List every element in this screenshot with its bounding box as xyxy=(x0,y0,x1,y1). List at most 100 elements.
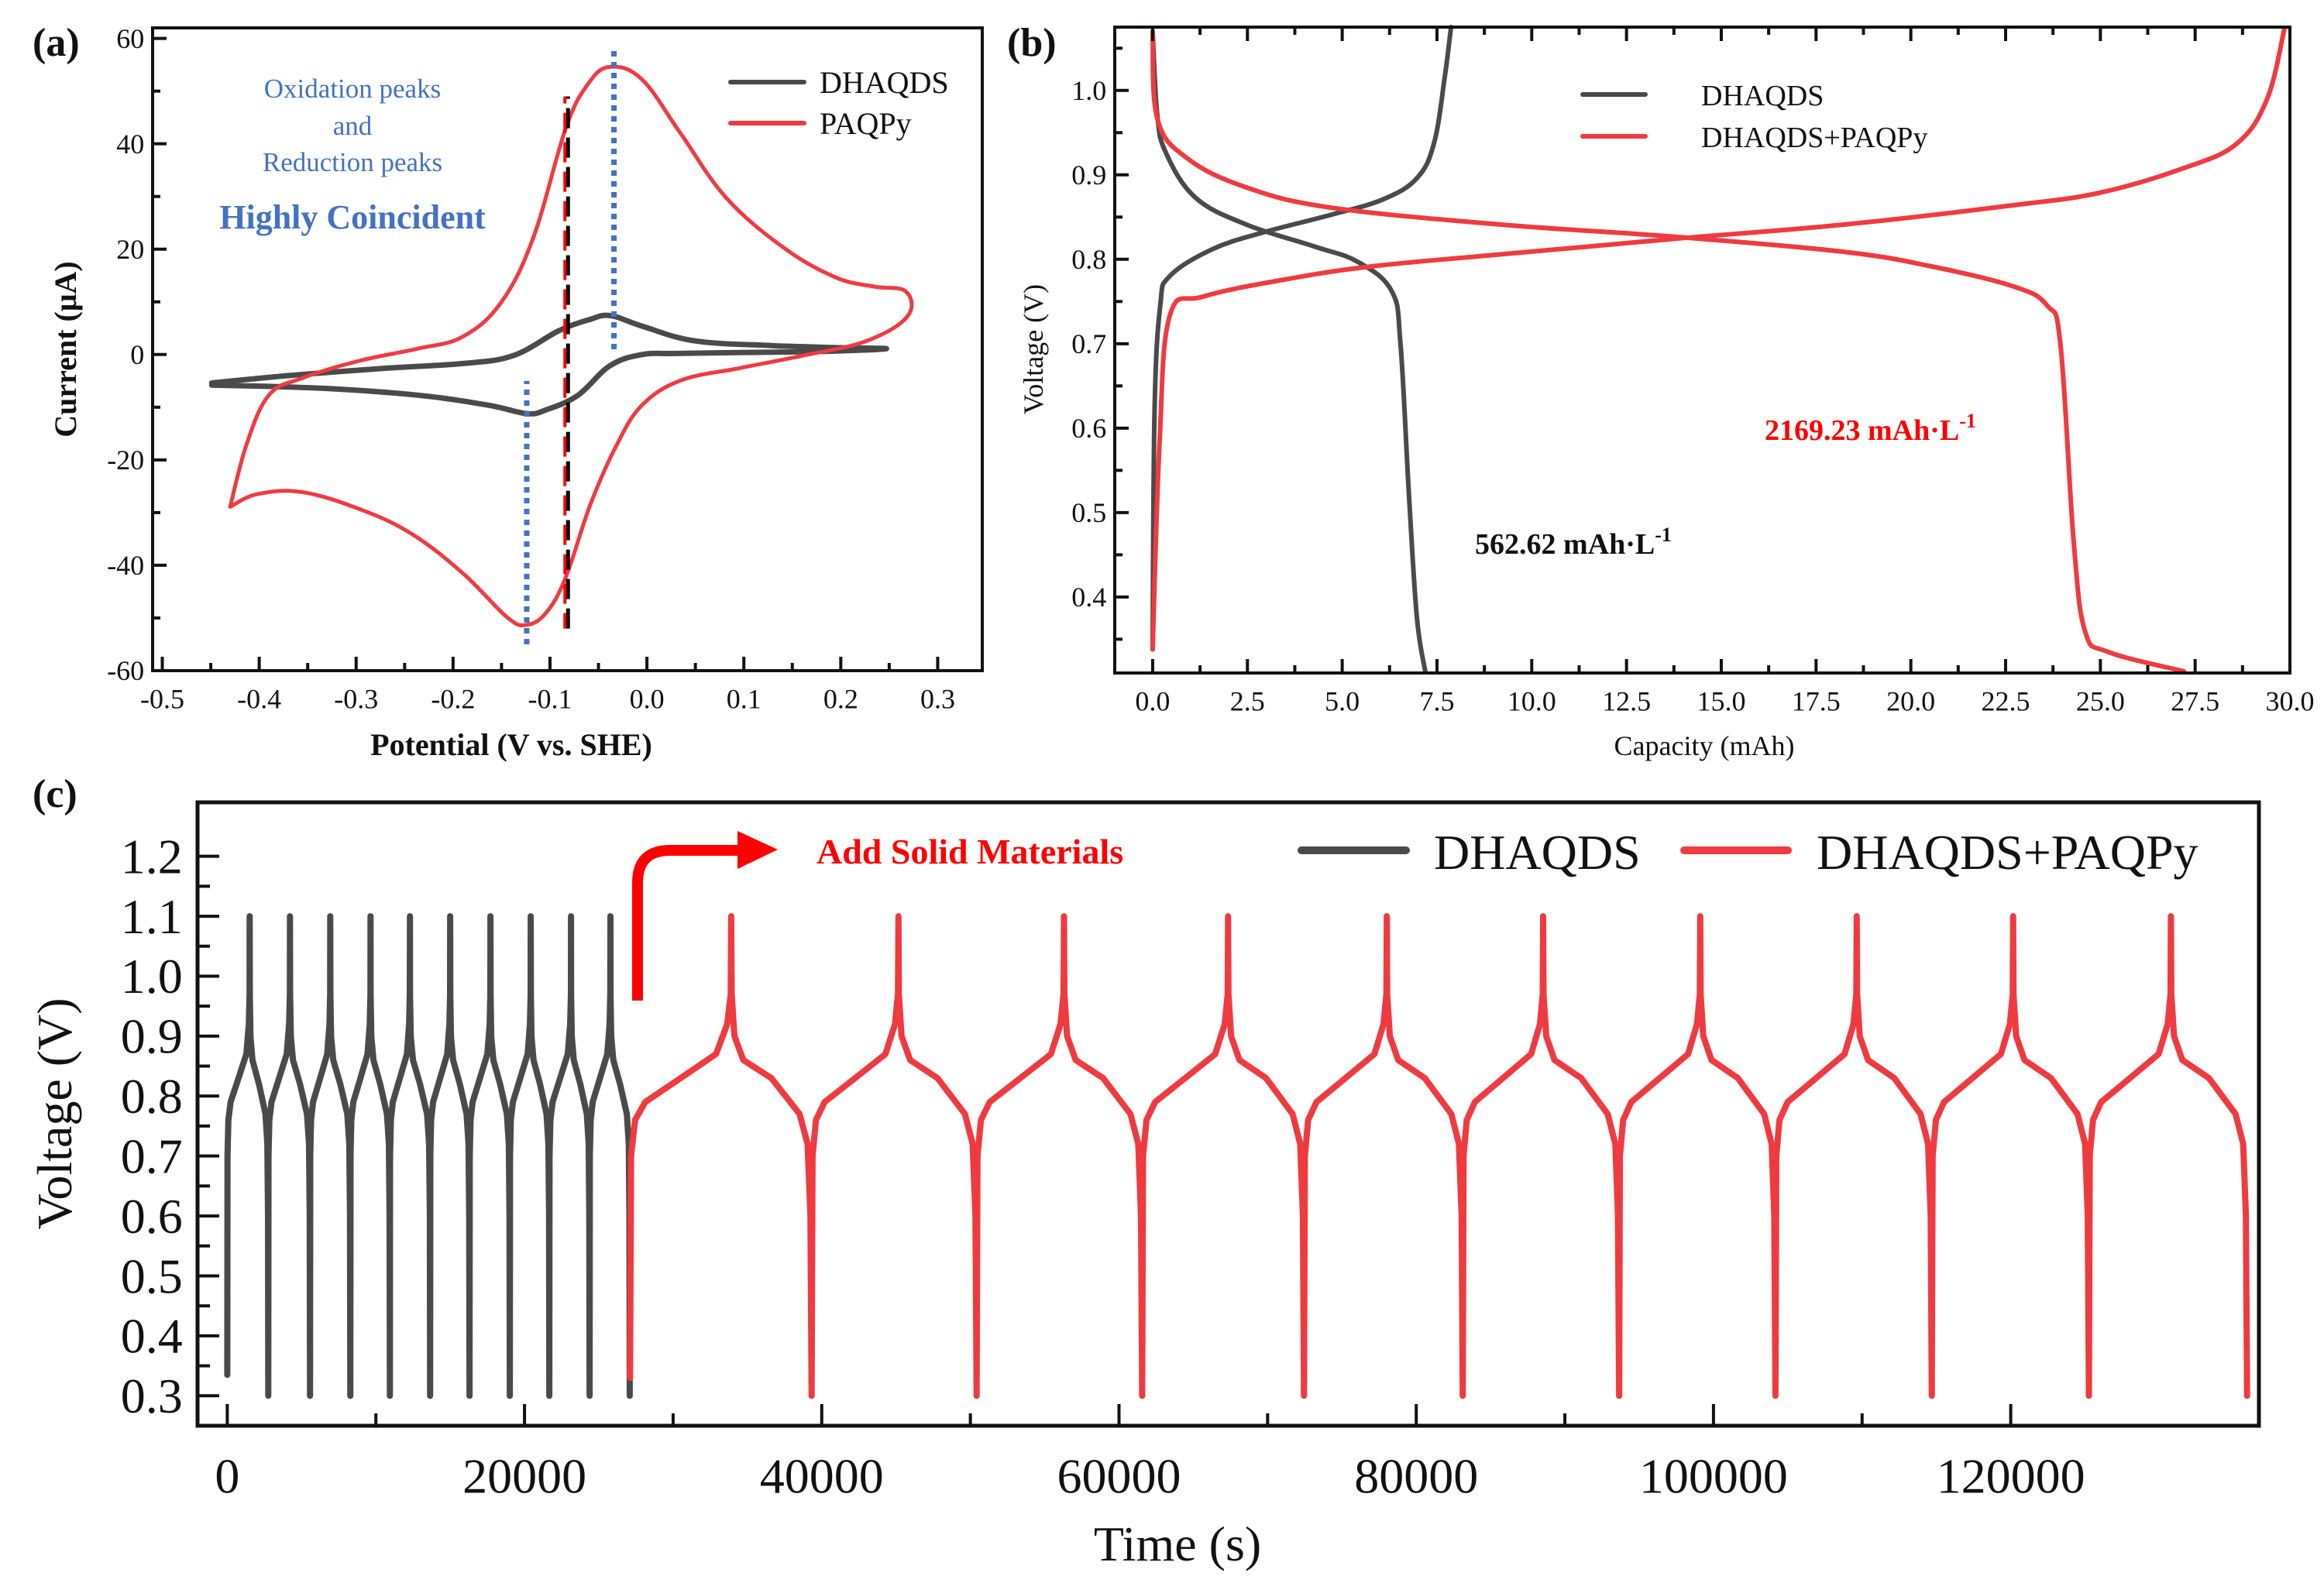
panel-b-legend: DHAQDS DHAQDS+PAQPy xyxy=(1580,80,1927,154)
capacity-gray-superscript: -1 xyxy=(1655,524,1672,546)
capacity-gray-value: 562.62 mAh·L xyxy=(1475,528,1655,561)
y-tick-label: 0.9 xyxy=(1071,160,1106,191)
y-tick-label: 0.3 xyxy=(121,1368,183,1423)
panel-c-y-axis-title: Voltage (V) xyxy=(27,997,82,1229)
series-line-dhaqds xyxy=(224,913,633,1399)
x-tick-label: 60000 xyxy=(1057,1448,1181,1503)
y-tick-label: 1.2 xyxy=(121,829,183,884)
panel-c-cycling-chart: (c) 0 20000 40000 60000 80000 100000 120000 0.3… xyxy=(27,772,2261,1571)
y-tick-label: 0.9 xyxy=(121,1009,183,1064)
x-tick-label: 0.2 xyxy=(823,684,858,715)
series-charge-dhaqds-paqpy xyxy=(1150,27,2287,652)
x-tick-label: 120000 xyxy=(1937,1448,2085,1503)
panel-b-label: (b) xyxy=(1007,21,1057,65)
x-tick-label: 7.5 xyxy=(1419,686,1454,717)
y-tick-label: 0.8 xyxy=(1071,244,1106,275)
panel-a-plot-frame xyxy=(151,26,984,672)
panel-c-series-group xyxy=(224,913,2250,1399)
y-tick-label: 0 xyxy=(130,339,144,370)
x-tick-label: 27.5 xyxy=(2171,686,2219,717)
legend-label-dhaqds: DHAQDS xyxy=(820,65,949,100)
x-tick-label: 100000 xyxy=(1639,1448,1788,1503)
panel-c-legend: DHAQDS DHAQDS+PAQPy xyxy=(1298,825,2199,880)
x-tick-label: 2.5 xyxy=(1230,686,1265,717)
y-tick-label: 40 xyxy=(116,129,144,160)
panel-c-label: (c) xyxy=(33,772,77,816)
panel-a-y-axis-title: Current (μA) xyxy=(48,261,83,437)
x-tick-label: 80000 xyxy=(1354,1448,1478,1503)
panel-a-annotation-line2: and xyxy=(333,111,373,141)
panel-a-label: (a) xyxy=(33,21,80,65)
y-tick-label: 0.8 xyxy=(121,1069,183,1124)
series-discharge-dhaqds xyxy=(1150,29,1428,674)
x-tick-label: 15.0 xyxy=(1697,686,1745,717)
x-tick-label: 40000 xyxy=(760,1448,884,1503)
x-tick-label: -0.1 xyxy=(528,684,572,715)
capacity-red-superscript: -1 xyxy=(1959,410,1976,432)
x-tick-label: 10.0 xyxy=(1508,686,1556,717)
x-tick-label: 22.5 xyxy=(1981,686,2030,717)
legend-label-dhaqds: DHAQDS xyxy=(1701,80,1824,112)
panel-a-x-axis-title: Potential (V vs. SHE) xyxy=(370,727,652,762)
panel-c-ticks: 0 20000 40000 60000 80000 100000 120000 0.30.4 0… xyxy=(121,829,2085,1503)
y-tick-label: 0.4 xyxy=(1071,582,1106,613)
panel-b-ticks: 0.0 2.5 5.0 7.5 10.0 12.5 15.0 17.5 20.0 22.5 25.0… xyxy=(1071,27,2315,717)
y-tick-label: -60 xyxy=(107,655,144,686)
x-tick-label: 5.0 xyxy=(1325,686,1360,717)
x-tick-label: 20.0 xyxy=(1886,686,1935,717)
x-tick-label: -0.2 xyxy=(431,684,475,715)
legend-label-dhaqds-paqpy: DHAQDS+PAQPy xyxy=(1701,122,1927,154)
y-tick-label: 1.1 xyxy=(121,889,183,944)
series-line-paqpy xyxy=(228,64,914,627)
capacity-red-value: 2169.23 mAh·L xyxy=(1765,414,1959,447)
series-line-dhaqds-paqpy xyxy=(627,913,2250,1399)
x-tick-label: 12.5 xyxy=(1602,686,1651,717)
y-tick-label: 20 xyxy=(116,234,144,265)
y-tick-label: 0.7 xyxy=(1071,328,1106,359)
x-tick-label: -0.5 xyxy=(140,684,184,715)
add-solid-materials-arrow xyxy=(632,831,778,1001)
series-discharge-dhaqds-paqpy xyxy=(1150,29,2186,674)
x-tick-label: 30.0 xyxy=(2266,686,2315,717)
panel-a-legend: DHAQDS PAQPy xyxy=(728,65,949,141)
y-tick-label: 0.6 xyxy=(1071,413,1106,444)
x-tick-label: 0.1 xyxy=(727,684,761,715)
series-charge-dhaqds xyxy=(1150,25,1454,652)
panel-b-plot-frame xyxy=(1113,26,2291,675)
y-tick-label: 0.4 xyxy=(121,1309,183,1364)
series-line-dhaqds xyxy=(208,312,889,417)
y-tick-label: -40 xyxy=(107,550,144,581)
y-tick-label: 1.0 xyxy=(1071,75,1106,106)
panel-b-annotation-capacity-red: 2169.23 mAh·L-1 xyxy=(1765,410,1976,447)
panel-c-x-axis-title: Time (s) xyxy=(1094,1516,1261,1571)
x-tick-label: 20000 xyxy=(462,1448,586,1503)
panel-a-annotation-highlight: Highly Coincident xyxy=(219,198,486,236)
x-tick-label: 25.0 xyxy=(2076,686,2125,717)
y-tick-label: 0.5 xyxy=(121,1248,183,1303)
panel-c-plot-frame xyxy=(195,800,2261,1428)
x-tick-label: 0.0 xyxy=(630,684,665,715)
panel-b-x-axis-title: Capacity (mAh) xyxy=(1614,730,1795,761)
x-tick-label: 0.0 xyxy=(1135,686,1170,717)
x-tick-label: 0.3 xyxy=(920,684,955,715)
panel-b-series-group xyxy=(1150,25,2287,674)
y-tick-label: 60 xyxy=(116,23,144,54)
add-solid-materials-label: Add Solid Materials xyxy=(816,832,1123,871)
legend-label-paqpy: PAQPy xyxy=(820,106,912,141)
x-tick-label: -0.3 xyxy=(334,684,378,715)
panel-a-cv-chart: (a) -0.5 -0.4 -0.3 -0.2 -0.1 0.0 0.1 0.2 0.3 -60 -… xyxy=(33,21,984,762)
panel-a-series-group xyxy=(208,49,914,644)
y-tick-label: 0.7 xyxy=(121,1128,183,1183)
x-tick-label: 17.5 xyxy=(1792,686,1841,717)
legend-label-dhaqds: DHAQDS xyxy=(1434,825,1641,880)
y-tick-label: 1.0 xyxy=(121,949,183,1004)
panel-a-annotation-line1: Oxidation peaks xyxy=(264,74,441,104)
x-tick-label: -0.4 xyxy=(237,684,281,715)
panel-b-y-axis-title: Voltage (V) xyxy=(1018,284,1049,414)
legend-label-dhaqds-paqpy: DHAQDS+PAQPy xyxy=(1817,825,2199,880)
panel-a-annotation-line3: Reduction peaks xyxy=(263,147,442,177)
arrow-head-icon xyxy=(737,831,778,869)
y-tick-label: 0.6 xyxy=(121,1189,183,1244)
y-tick-label: -20 xyxy=(107,445,144,476)
